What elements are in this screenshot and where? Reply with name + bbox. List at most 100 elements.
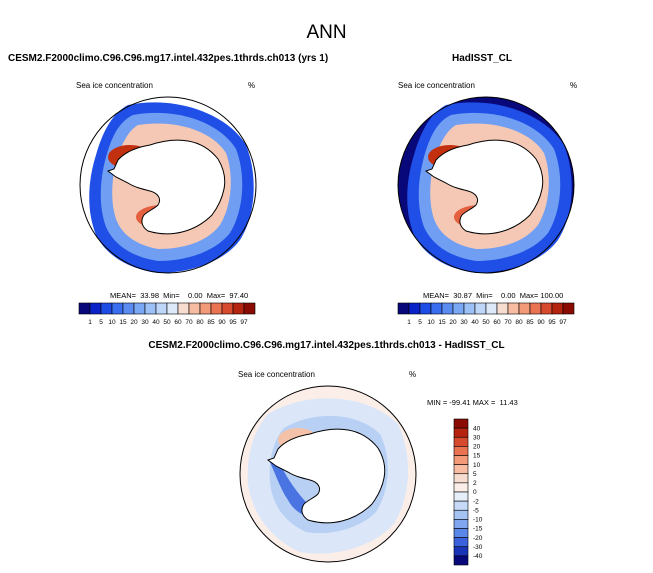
- colorbar-labels: 1 5 10 15 20 30 40 50 60 70 80 85 90 95 97: [407, 319, 567, 326]
- colorbar-label: 5: [99, 319, 103, 326]
- colorbar-label: -10: [473, 517, 483, 524]
- model-variable-label: Sea ice concentration: [76, 81, 153, 90]
- colorbar-label: -40: [473, 553, 483, 560]
- colorbar-label: 90: [537, 319, 545, 326]
- diff-variable-label: Sea ice concentration: [238, 370, 315, 379]
- colorbar-box: [408, 302, 421, 315]
- colorbar-box: [453, 427, 469, 438]
- colorbar-label: 90: [218, 319, 226, 326]
- colorbar-label: 10: [473, 462, 481, 469]
- colorbar-label: 30: [141, 319, 149, 326]
- colorbar-box: [453, 491, 469, 502]
- colorbar-box: [441, 302, 454, 315]
- colorbar-box: [496, 302, 509, 315]
- colorbar-box: [199, 302, 212, 315]
- diff-strong-negative: [270, 462, 322, 519]
- colorbar-box: [419, 302, 432, 315]
- colorbar-label: 60: [174, 319, 182, 326]
- colorbar-box: [188, 302, 201, 315]
- colorbar-boxes: [78, 302, 256, 315]
- colorbar-box: [562, 302, 575, 315]
- colorbar-box: [474, 302, 487, 315]
- colorbar-label: 5: [418, 319, 422, 326]
- model-units-label: %: [248, 81, 256, 90]
- colorbar-label: 20: [449, 319, 457, 326]
- obs-units-label: %: [570, 81, 578, 90]
- colorbar-box: [133, 302, 146, 315]
- colorbar-label: 1: [407, 319, 411, 326]
- colorbar-box: [453, 455, 469, 465]
- colorbar-box: [453, 555, 469, 566]
- colorbar-box: [529, 302, 542, 315]
- colorbar-box: [430, 302, 443, 315]
- colorbar-box: [507, 302, 520, 315]
- colorbar-label: 0: [473, 489, 477, 496]
- colorbar-label: 30: [473, 434, 481, 441]
- colorbar-box: [111, 302, 124, 315]
- colorbar-label: 97: [240, 319, 248, 326]
- colorbar-box: [166, 302, 179, 315]
- colorbar-box: [453, 446, 469, 456]
- colorbar-box: [144, 302, 157, 315]
- colorbar-label: 10: [427, 319, 435, 326]
- colorbar-label: 95: [229, 319, 237, 326]
- colorbar-box: [397, 302, 410, 315]
- colorbar-box: [453, 546, 469, 557]
- colorbar-box: [122, 302, 135, 315]
- colorbar-box: [453, 509, 469, 520]
- colorbar-label: 5: [473, 471, 477, 478]
- colorbar-label: 60: [493, 319, 501, 326]
- colorbar-label: -2: [473, 498, 479, 505]
- colorbar-box: [453, 473, 469, 484]
- colorbar-label: 97: [559, 319, 567, 326]
- colorbar-box: [453, 464, 469, 475]
- map-border: [397, 96, 575, 274]
- colorbar-label: 50: [163, 319, 171, 326]
- colorbar-label: 85: [526, 319, 534, 326]
- model-panel-title: CESM2.F2000climo.C96.C96.mg17.intel.432p…: [8, 53, 329, 64]
- colorbar-label: 80: [515, 319, 523, 326]
- colorbar-box: [485, 302, 498, 315]
- colorbar-label: 2: [473, 480, 477, 487]
- colorbar-label: 85: [207, 319, 215, 326]
- colorbar-box: [463, 302, 476, 315]
- colorbar-label: 95: [548, 319, 556, 326]
- colorbar-label: 15: [473, 453, 481, 460]
- obs-stats: MEAN= 30.87 Min= 0.00 Max= 100.00: [423, 291, 564, 300]
- map-border: [239, 385, 417, 563]
- colorbar-box: [210, 302, 223, 315]
- colorbar-label: 40: [152, 319, 160, 326]
- model-colorbar: 1 5 10 15 20 30 40 50 60 70 80 85 90 95 97: [78, 302, 256, 326]
- colorbar-label: 80: [196, 319, 204, 326]
- figure-title: ANN: [306, 22, 347, 43]
- colorbar-box: [453, 537, 469, 548]
- colorbar-label: 40: [471, 319, 479, 326]
- obs-colorbar: 1 5 10 15 20 30 40 50 60 70 80 85 90 95 97: [397, 302, 575, 326]
- model-polar-map: [79, 96, 257, 274]
- colorbar-label: -20: [473, 535, 483, 542]
- colorbar-label: 15: [119, 319, 127, 326]
- colorbar-label: -5: [473, 507, 479, 514]
- colorbar-box: [89, 302, 102, 315]
- colorbar-labels: 1 5 10 15 20 30 40 50 60 70 80 85 90 95 97: [88, 319, 248, 326]
- colorbar-box: [453, 519, 469, 529]
- diff-panel-title: CESM2.F2000climo.C96.C96.mg17.intel.432p…: [148, 340, 505, 351]
- colorbar-label: -15: [473, 526, 483, 533]
- model-stats: MEAN= 33.98 Min= 0.00 Max= 97.40: [110, 291, 249, 300]
- colorbar-box: [453, 528, 469, 538]
- diff-polar-map: [239, 385, 417, 563]
- diff-units-label: %: [409, 370, 417, 379]
- colorbar-label: 30: [460, 319, 468, 326]
- colorbar-box: [453, 500, 469, 511]
- colorbar-box: [232, 302, 245, 315]
- colorbar-box: [551, 302, 564, 315]
- obs-polar-map: [397, 96, 575, 274]
- map-border: [79, 96, 257, 274]
- colorbar-box: [155, 302, 168, 315]
- colorbar-label: -30: [473, 544, 483, 551]
- colorbar-label: 70: [504, 319, 512, 326]
- colorbar-boxes: [397, 302, 575, 315]
- colorbar-box: [243, 302, 256, 315]
